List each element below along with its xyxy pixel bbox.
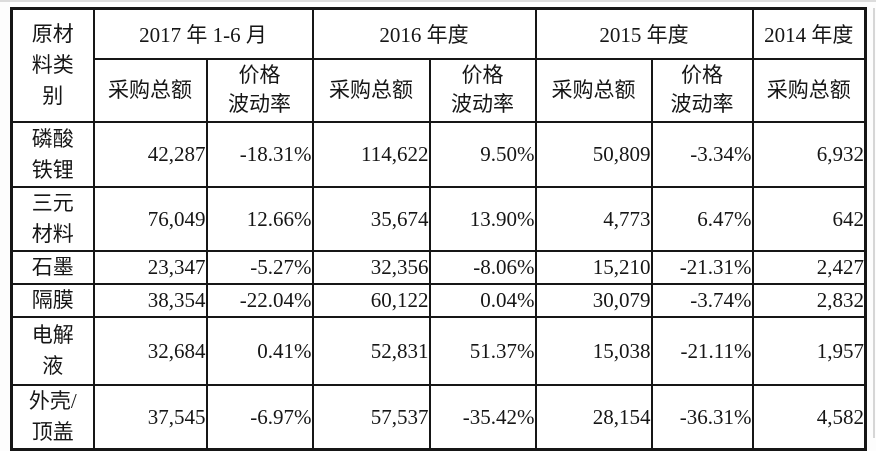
header-row-periods: 原材 料类 别 2017 年 1-6 月 2016 年度 2015 年度 201… xyxy=(10,7,867,123)
table-row-lfp: 磷酸 铁锂 42,287 -18.31% 114,622 9.50% 50,80… xyxy=(10,121,867,188)
category-cell: 三元 材料 xyxy=(10,186,95,252)
value-cell: 30,079 xyxy=(534,283,653,318)
value-cell: 57,537 xyxy=(311,384,431,451)
value-cell: 50,809 xyxy=(534,121,653,188)
table-row-casing-cover: 外壳/ 顶盖 37,545 -6.97% 57,537 -35.42% 28,1… xyxy=(10,384,867,451)
value-cell: 114,622 xyxy=(311,121,431,188)
value-cell: 28,154 xyxy=(534,384,653,451)
header-row-metrics: 采购总额 价格 波动率 采购总额 价格 波动率 采购总额 价格 波动率 采购总额 xyxy=(12,57,867,124)
column-header-category: 原材 料类 别 xyxy=(10,7,95,123)
raw-materials-purchase-table: 原材 料类 别 2017 年 1-6 月 2016 年度 2015 年度 201… xyxy=(10,7,867,451)
value-cell: 23,347 xyxy=(92,250,208,285)
column-header-2015-purchase-total: 采购总额 xyxy=(534,57,653,124)
value-cell: 52,831 xyxy=(311,316,431,386)
value-cell: -36.31% xyxy=(650,384,754,451)
value-cell: 76,049 xyxy=(92,186,208,252)
value-cell: 2,427 xyxy=(751,250,867,285)
value-cell: 0.41% xyxy=(205,316,314,386)
value-cell: -5.27% xyxy=(205,250,314,285)
value-cell: 642 xyxy=(751,186,867,252)
value-cell: 2,832 xyxy=(751,283,867,318)
column-header-2016: 2016 年度 xyxy=(311,7,537,60)
value-cell: -22.04% xyxy=(205,283,314,318)
value-cell: 37,545 xyxy=(92,384,208,451)
value-cell: -3.34% xyxy=(650,121,754,188)
value-cell: 15,038 xyxy=(534,316,653,386)
value-cell: 4,773 xyxy=(534,186,653,252)
value-cell: -8.06% xyxy=(428,250,537,285)
value-cell: 1,957 xyxy=(751,316,867,386)
value-cell: 4,582 xyxy=(751,384,867,451)
column-header-2017-purchase-total: 采购总额 xyxy=(92,57,208,124)
value-cell: 32,356 xyxy=(311,250,431,285)
category-cell: 隔膜 xyxy=(10,283,95,318)
value-cell: -35.42% xyxy=(428,384,537,451)
value-cell: -21.11% xyxy=(650,316,754,386)
column-header-2015-price-volatility: 价格 波动率 xyxy=(650,57,754,124)
value-cell: 38,354 xyxy=(92,283,208,318)
table-row-electrolyte: 电解 液 32,684 0.41% 52,831 51.37% 15,038 -… xyxy=(10,316,867,386)
category-cell: 电解 液 xyxy=(10,316,95,386)
value-cell: -6.97% xyxy=(205,384,314,451)
value-cell: 6,932 xyxy=(751,121,867,188)
value-cell: 42,287 xyxy=(92,121,208,188)
table-row-graphite: 石墨 23,347 -5.27% 32,356 -8.06% 15,210 -2… xyxy=(10,250,867,285)
page-top-edge-line xyxy=(0,0,876,2)
value-cell: 32,684 xyxy=(92,316,208,386)
category-cell: 磷酸 铁锂 xyxy=(10,121,95,188)
value-cell: 9.50% xyxy=(428,121,537,188)
column-header-2016-price-volatility: 价格 波动率 xyxy=(428,57,537,124)
value-cell: -3.74% xyxy=(650,283,754,318)
column-header-2017-h1: 2017 年 1-6 月 xyxy=(92,7,314,60)
value-cell: 12.66% xyxy=(205,186,314,252)
value-cell: 60,122 xyxy=(311,283,431,318)
value-cell: -21.31% xyxy=(650,250,754,285)
table-row-separator: 隔膜 38,354 -22.04% 60,122 0.04% 30,079 -3… xyxy=(10,283,867,318)
value-cell: 15,210 xyxy=(534,250,653,285)
category-cell: 外壳/ 顶盖 xyxy=(10,384,95,451)
column-header-2015: 2015 年度 xyxy=(534,7,754,60)
column-header-2016-purchase-total: 采购总额 xyxy=(311,57,431,124)
value-cell: -18.31% xyxy=(205,121,314,188)
column-header-2014: 2014 年度 xyxy=(751,7,867,60)
column-header-2017-price-volatility: 价格 波动率 xyxy=(205,57,314,124)
category-cell: 石墨 xyxy=(10,250,95,285)
value-cell: 51.37% xyxy=(428,316,537,386)
page-right-edge-line xyxy=(873,8,875,438)
value-cell: 35,674 xyxy=(311,186,431,252)
table-row-ternary: 三元 材料 76,049 12.66% 35,674 13.90% 4,773 … xyxy=(10,186,867,252)
value-cell: 0.04% xyxy=(428,283,537,318)
value-cell: 6.47% xyxy=(650,186,754,252)
value-cell: 13.90% xyxy=(428,186,537,252)
column-header-2014-purchase-total: 采购总额 xyxy=(751,57,867,124)
